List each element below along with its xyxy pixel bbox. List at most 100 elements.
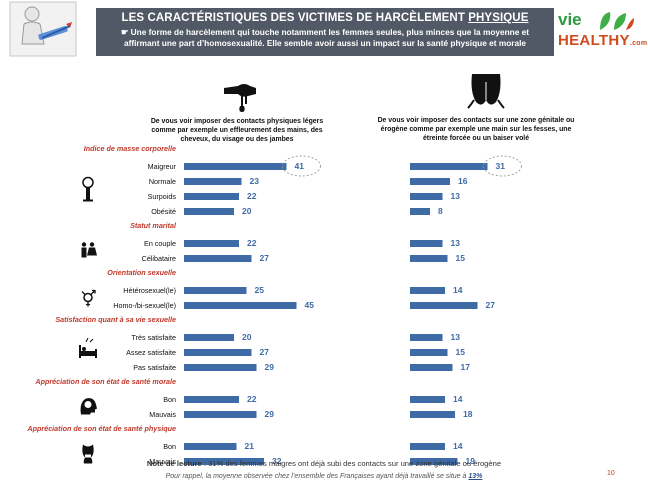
figure-writing-icon bbox=[9, 1, 77, 57]
value-label-left: 25 bbox=[255, 285, 265, 295]
bed-icon bbox=[79, 337, 97, 358]
bar-left bbox=[184, 396, 239, 403]
hand-touch-icon bbox=[224, 84, 256, 112]
section-header: Statut marital bbox=[130, 221, 177, 230]
value-label-left: 22 bbox=[247, 238, 257, 248]
value-label-right: 13 bbox=[451, 332, 461, 342]
value-label-right: 18 bbox=[463, 409, 473, 419]
bar-left bbox=[184, 349, 252, 356]
value-label-left: 41 bbox=[295, 161, 305, 171]
bar-left bbox=[184, 208, 234, 215]
bar-right bbox=[410, 208, 430, 215]
value-label-left: 23 bbox=[250, 176, 260, 186]
category-label: Maigreur bbox=[148, 162, 177, 171]
value-label-right: 17 bbox=[461, 362, 471, 372]
right-column-heading: De vous voir imposer des contacts sur un… bbox=[377, 117, 575, 142]
highlight-circle-right bbox=[483, 155, 522, 177]
section-header: Orientation sexuelle bbox=[107, 268, 176, 277]
bar-left bbox=[184, 255, 252, 262]
header: LES CARACTÉRISTIQUES DES VICTIMES DE HAR… bbox=[0, 0, 648, 62]
value-label-right: 15 bbox=[456, 347, 466, 357]
couple-icon bbox=[81, 242, 97, 258]
value-label-left: 22 bbox=[247, 394, 257, 404]
section-header: Appréciation de son état de santé physiq… bbox=[26, 424, 176, 433]
value-label-left: 27 bbox=[260, 253, 270, 263]
value-label-right: 27 bbox=[486, 300, 496, 310]
category-label: En couple bbox=[144, 239, 176, 248]
value-label-right: 19 bbox=[466, 456, 476, 466]
head-icon bbox=[80, 398, 97, 415]
value-label-left: 22 bbox=[247, 191, 257, 201]
viehealthy-logo: vie HEALTHY.com bbox=[558, 10, 648, 49]
value-label-left: 29 bbox=[265, 362, 275, 372]
bar-left bbox=[184, 240, 239, 247]
value-label-right: 13 bbox=[451, 238, 461, 248]
bar-left bbox=[184, 443, 237, 450]
scale-icon bbox=[82, 176, 94, 202]
category-label: Très satisfaite bbox=[132, 333, 176, 342]
bar-left bbox=[184, 364, 257, 371]
category-label: Normale bbox=[149, 177, 176, 186]
bar-right bbox=[410, 334, 443, 341]
page-title: LES CARACTÉRISTIQUES DES VICTIMES DE HAR… bbox=[121, 12, 529, 24]
value-label-left: 20 bbox=[242, 332, 252, 342]
bar-right bbox=[410, 178, 450, 185]
bar-left bbox=[184, 302, 297, 309]
buttocks-icon bbox=[467, 74, 505, 109]
highlight-circle-left bbox=[282, 155, 321, 177]
value-label-right: 14 bbox=[453, 441, 463, 451]
category-label: Obésité bbox=[151, 207, 176, 216]
value-label-right: 8 bbox=[438, 206, 443, 216]
leaf-icon bbox=[600, 12, 634, 30]
bar-left bbox=[184, 287, 247, 294]
value-label-right: 16 bbox=[458, 176, 468, 186]
value-label-left: 45 bbox=[305, 300, 315, 310]
category-label: Hétérosexuel(le) bbox=[123, 286, 176, 295]
section-header: Appréciation de son état de santé morale bbox=[34, 377, 176, 386]
section-header: Indice de masse corporelle bbox=[84, 144, 176, 153]
bar-right bbox=[410, 302, 478, 309]
bar-right bbox=[410, 193, 443, 200]
bar-left bbox=[184, 178, 242, 185]
reading-note: Note de lecture : 31% des femmes maigres… bbox=[146, 459, 502, 468]
bar-right bbox=[410, 458, 458, 465]
bar-right bbox=[410, 255, 448, 262]
value-label-right: 14 bbox=[453, 285, 463, 295]
category-label: Célibataire bbox=[142, 254, 176, 263]
body-icon bbox=[82, 444, 94, 464]
value-label-right: 14 bbox=[453, 394, 463, 404]
bar-right bbox=[410, 287, 445, 294]
bar-right bbox=[410, 411, 455, 418]
category-label: Mauvais bbox=[149, 410, 176, 419]
category-label: Mauvais bbox=[149, 457, 176, 466]
value-label-left: 27 bbox=[260, 347, 270, 357]
title-banner: LES CARACTÉRISTIQUES DES VICTIMES DE HAR… bbox=[96, 8, 554, 56]
bar-right bbox=[410, 396, 445, 403]
bar-left bbox=[184, 458, 264, 465]
section-header: Satisfaction quant à sa vie sexuelle bbox=[55, 315, 176, 324]
category-label: Bon bbox=[163, 395, 176, 404]
bar-right bbox=[410, 364, 453, 371]
value-label-right: 31 bbox=[496, 161, 506, 171]
category-label: Homo-/bi-sexuel(le) bbox=[113, 301, 176, 310]
bar-right bbox=[410, 163, 488, 170]
value-label-left: 29 bbox=[265, 409, 275, 419]
value-label-right: 13 bbox=[451, 191, 461, 201]
page-number: 10 bbox=[607, 470, 615, 477]
bar-right bbox=[410, 240, 443, 247]
value-label-left: 20 bbox=[242, 206, 252, 216]
bar-left bbox=[184, 163, 287, 170]
category-label: Surpoids bbox=[148, 192, 177, 201]
page-subtitle: ☛ Une forme de harcèlement qui touche no… bbox=[120, 27, 530, 48]
bar-left bbox=[184, 411, 257, 418]
category-label: Bon bbox=[163, 442, 176, 451]
bar-left bbox=[184, 334, 234, 341]
reminder-note: Pour rappel, la moyenne observée chez l’… bbox=[165, 473, 483, 480]
category-label: Assez satisfaite bbox=[126, 348, 176, 357]
value-label-left: 21 bbox=[245, 441, 255, 451]
left-column-heading: De vous voir imposer des contacts physiq… bbox=[150, 118, 324, 143]
category-label: Pas satisfaite bbox=[133, 363, 176, 372]
bar-left bbox=[184, 193, 239, 200]
value-label-left: 32 bbox=[272, 456, 282, 466]
